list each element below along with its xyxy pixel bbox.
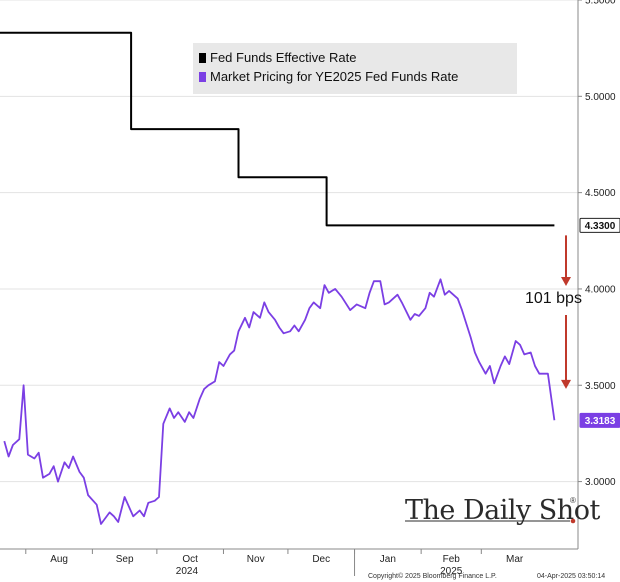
x-tick-label: Aug <box>50 554 68 565</box>
brand-watermark: The Daily Shot ® <box>405 495 601 526</box>
legend: Fed Funds Effective Rate Market Pricing … <box>193 43 517 94</box>
y-tick-label: 4.0000 <box>585 284 616 295</box>
legend-box <box>193 43 517 94</box>
y-tick-label: 4.5000 <box>585 188 616 199</box>
y-tick-label: 3.0000 <box>585 477 616 488</box>
spread-annotation: 101 bps <box>525 235 582 389</box>
x-tick-label: Oct <box>182 554 198 565</box>
legend-swatch-market-pricing <box>199 72 206 82</box>
last-value-badge <box>579 412 620 428</box>
last-value-badge <box>579 217 620 233</box>
series-lines <box>0 31 556 525</box>
legend-label-market-pricing: Market Pricing for YE2025 Fed Funds Rate <box>210 69 458 84</box>
annotation-arrowhead-lower <box>561 379 571 389</box>
last-value-label: 4.3300 <box>585 221 616 232</box>
legend-label-fed-funds: Fed Funds Effective Rate <box>210 50 356 65</box>
year-label: 2024 <box>176 566 199 577</box>
y-tick-label: 3.5000 <box>585 381 616 392</box>
last-value-badges: 4.3300 3.3183 <box>579 217 620 428</box>
series-line-fed-funds <box>0 31 555 227</box>
brand-dot <box>570 518 576 524</box>
y-axis-ticks: 5.5000 5.0000 4.5000 4.0000 3.5000 3.0000 <box>578 0 616 488</box>
series-line-market-pricing <box>3 278 556 525</box>
footer-copyright: Copyright© 2025 Bloomberg Finance L.P. <box>368 572 497 580</box>
brand-mark: ® <box>570 496 576 505</box>
y-tick-label: 5.0000 <box>585 92 616 103</box>
x-tick-label: Jan <box>380 554 396 565</box>
spread-annotation-label: 101 bps <box>525 290 582 307</box>
footer-date: 04-Apr-2025 03:50:14 <box>537 573 605 580</box>
footer: Copyright© 2025 Bloomberg Finance L.P. 0… <box>368 572 605 580</box>
year-label: 2025 <box>440 566 463 577</box>
y-tick-label: 5.5000 <box>585 0 616 7</box>
last-value-label: 3.3183 <box>585 416 616 427</box>
x-tick-label: Sep <box>116 554 134 565</box>
x-tick-label: Dec <box>312 554 330 565</box>
x-tick-label: Feb <box>443 554 461 565</box>
grid-lines <box>0 0 578 483</box>
annotation-arrowhead-upper <box>561 277 571 286</box>
x-tick-label: Nov <box>247 554 265 565</box>
legend-swatch-fed-funds <box>199 53 206 63</box>
x-tick-label: Mar <box>506 554 524 565</box>
x-axis-ticks: Aug Sep Oct Nov Dec Jan Feb Mar 2024 2025 <box>25 549 524 577</box>
